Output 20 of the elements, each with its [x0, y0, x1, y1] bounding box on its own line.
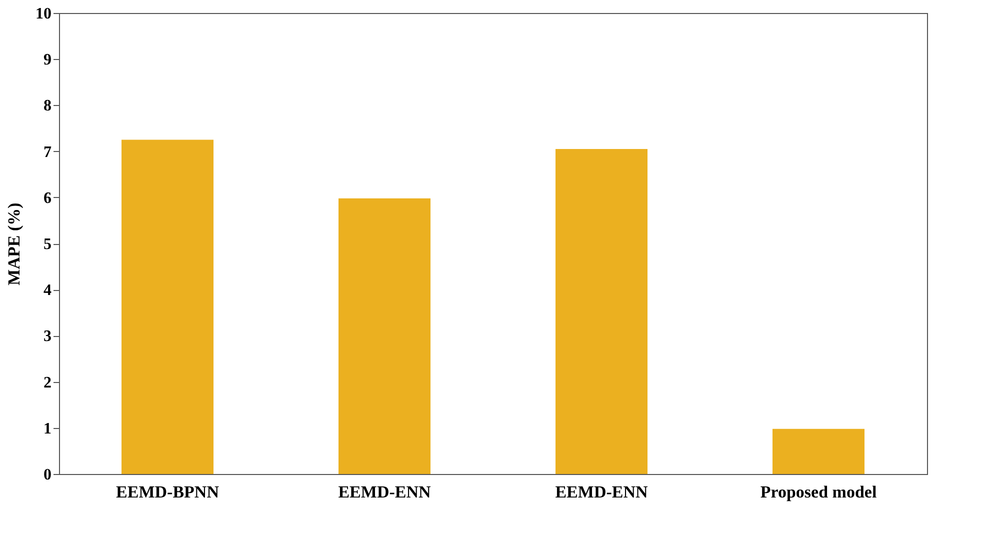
- bar: [556, 148, 648, 474]
- y-tick-label: 0: [44, 466, 52, 484]
- y-tick-label: 6: [44, 190, 52, 207]
- y-axis-title: MAPE (%): [4, 202, 24, 286]
- y-tick-label: 8: [44, 98, 52, 115]
- y-tick-label: 7: [44, 144, 52, 161]
- bar: [772, 428, 864, 474]
- y-tick-label: 2: [44, 374, 52, 392]
- bar: [338, 198, 430, 474]
- x-tick-label: Proposed model: [760, 482, 877, 502]
- y-tick-label: 9: [44, 52, 52, 69]
- y-tick-label: 10: [36, 6, 52, 22]
- y-tick-label: 1: [44, 420, 52, 438]
- y-tick-label: 5: [44, 236, 52, 253]
- x-tick-label: EEMD-ENN: [555, 482, 648, 502]
- bar: [122, 140, 214, 474]
- y-tick-label: 4: [44, 282, 52, 300]
- x-tick-label: EEMD-ENN: [338, 482, 432, 502]
- y-tick-label: 3: [44, 328, 52, 346]
- x-tick-label: EEMD-BPNN: [116, 482, 220, 502]
